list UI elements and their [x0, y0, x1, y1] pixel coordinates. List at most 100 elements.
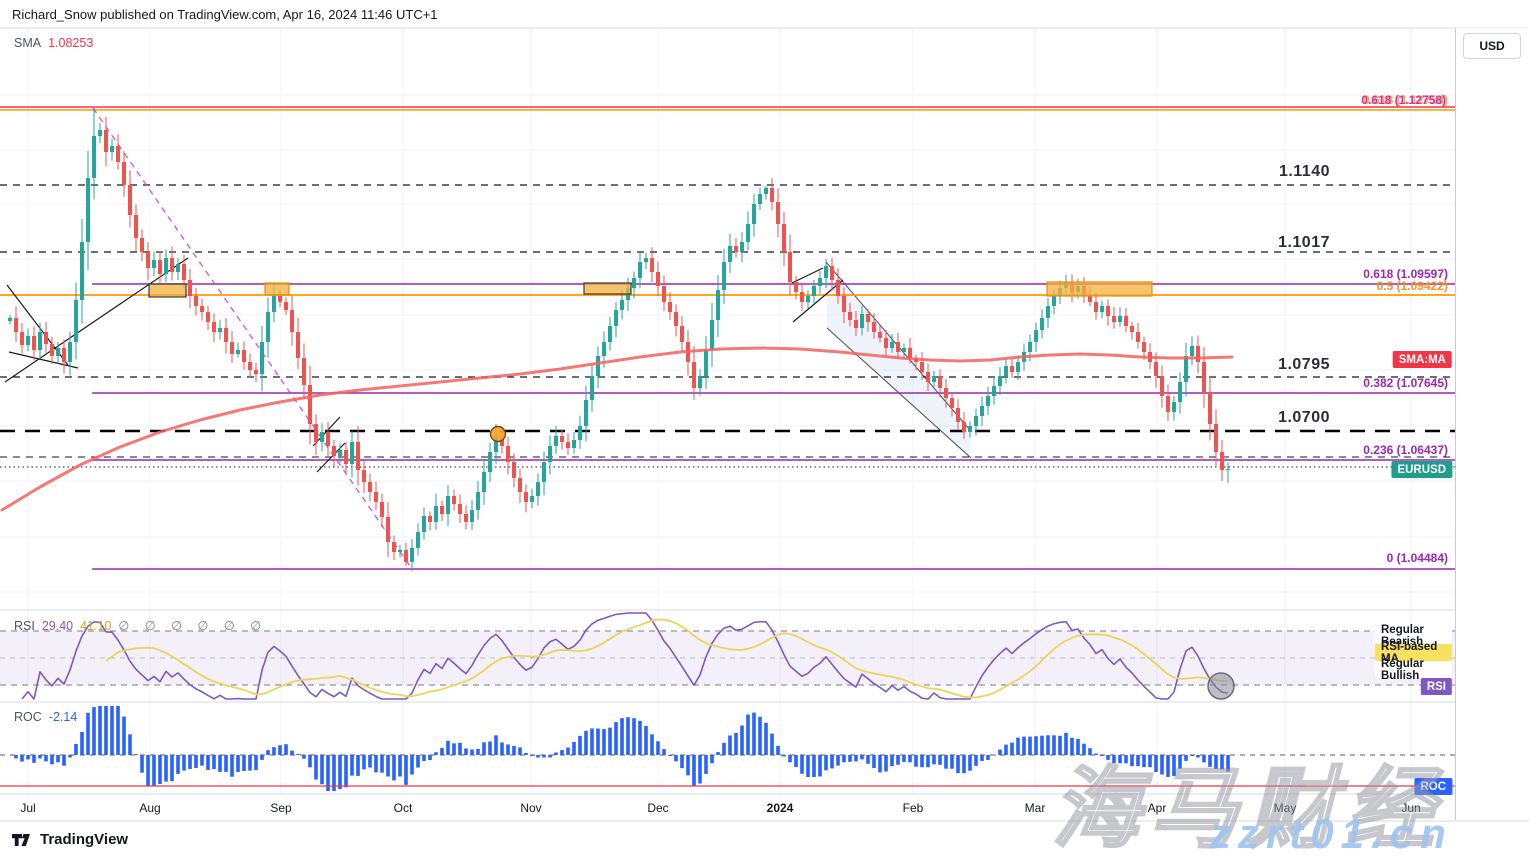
- roc-bar: [902, 755, 906, 762]
- roc-bar: [1094, 753, 1098, 755]
- candle-body: [638, 262, 642, 278]
- trendline-wedge-lower: [8, 351, 79, 369]
- roc-bar: [536, 755, 540, 758]
- roc-bar: [854, 755, 858, 762]
- roc-bar: [398, 755, 402, 777]
- roc-bar: [494, 735, 498, 755]
- circle-marker: [489, 425, 507, 443]
- candle-body: [728, 246, 732, 262]
- candle-body: [1088, 296, 1092, 302]
- time-axis-label[interactable]: Jun: [1401, 801, 1421, 815]
- roc-bar: [734, 732, 738, 755]
- roc-bar: [404, 755, 408, 785]
- fib-label: 0.5 (1.09422): [1376, 279, 1448, 293]
- candle-body: [680, 326, 684, 342]
- time-axis-label[interactable]: Feb: [902, 801, 924, 815]
- roc-bar: [1172, 755, 1176, 776]
- roc-bar: [992, 754, 996, 756]
- roc-bar: [524, 752, 528, 755]
- roc-bar: [242, 755, 246, 772]
- time-axis-label[interactable]: Oct: [393, 801, 413, 815]
- candle-body: [1016, 362, 1020, 372]
- time-axis-label[interactable]: Dec: [647, 801, 669, 815]
- roc-bar: [710, 755, 714, 764]
- roc-bar: [824, 755, 828, 771]
- rsi-legend[interactable]: RSI 29.40 41.10 ∅ ∅ ∅ ∅ ∅ ∅: [14, 618, 267, 634]
- candle-body: [344, 450, 348, 464]
- roc-bar: [914, 755, 918, 767]
- time-axis-label[interactable]: May: [1273, 801, 1297, 815]
- roc-bar: [746, 714, 750, 755]
- candle-body: [164, 258, 168, 274]
- price-axis[interactable]: [1455, 28, 1529, 820]
- roc-bar: [602, 729, 606, 755]
- roc-bar: [758, 716, 762, 755]
- roc-bar: [14, 755, 18, 759]
- candle-body: [818, 278, 822, 286]
- candle-body: [398, 550, 402, 552]
- flag-jan-upper: [791, 267, 824, 284]
- time-axis-label[interactable]: Apr: [1147, 801, 1167, 815]
- time-axis-label[interactable]: 2024: [766, 801, 794, 815]
- supply-zone-box: [583, 282, 632, 295]
- candle-body: [530, 496, 534, 502]
- sma-legend[interactable]: SMA 1.08253: [14, 36, 93, 50]
- candle-body: [392, 542, 396, 552]
- roc-bar: [662, 749, 666, 755]
- candle-body: [458, 504, 462, 514]
- roc-bar: [320, 755, 324, 785]
- roc-bar: [446, 740, 450, 755]
- roc-bar: [236, 755, 240, 772]
- time-axis-label[interactable]: Jul: [20, 801, 36, 815]
- candle-body: [152, 260, 156, 268]
- candle-body: [386, 517, 390, 542]
- fib-label: 0.382 (1.07645): [1363, 376, 1448, 390]
- roc-bar: [380, 755, 384, 773]
- time-axis-label[interactable]: Nov: [520, 801, 542, 815]
- roc-bar: [422, 755, 426, 762]
- roc-bar: [278, 745, 282, 755]
- roc-bar: [638, 720, 642, 755]
- candle-body: [170, 258, 174, 272]
- roc-bar: [200, 755, 204, 766]
- candle-body: [158, 260, 162, 274]
- supply-zone-box: [264, 282, 290, 296]
- time-axis-label[interactable]: Mar: [1024, 801, 1046, 815]
- candle-body: [872, 322, 876, 332]
- candle-body: [68, 342, 72, 362]
- currency-toggle-button[interactable]: USD: [1463, 33, 1521, 59]
- chip-eurusd: EURUSD: [1391, 461, 1452, 478]
- candle-body: [938, 376, 942, 388]
- time-axis-label[interactable]: Aug: [139, 801, 161, 815]
- candle-body: [1136, 332, 1140, 342]
- candle-body: [182, 264, 186, 280]
- time-axis-label[interactable]: Sep: [270, 801, 292, 815]
- candle-body: [1130, 326, 1134, 332]
- roc-bar: [1010, 742, 1014, 755]
- roc-bar: [338, 755, 342, 790]
- roc-bar: [122, 716, 126, 755]
- candle-body: [734, 246, 738, 252]
- roc-bar: [386, 755, 390, 777]
- roc-legend[interactable]: ROC -2.14: [14, 710, 77, 724]
- roc-bar: [1220, 755, 1224, 770]
- candle-body: [650, 258, 654, 272]
- candle-body: [296, 332, 300, 358]
- tradingview-brand[interactable]: TradingView: [12, 831, 128, 848]
- candle-body: [632, 278, 636, 288]
- roc-bar: [782, 755, 786, 757]
- roc-bar: [836, 755, 840, 766]
- candle-body: [962, 422, 966, 432]
- candle-body: [1160, 376, 1164, 396]
- roc-bar: [890, 755, 894, 767]
- candle-body: [656, 272, 660, 286]
- candle-body: [278, 296, 282, 302]
- candle-body: [362, 470, 366, 482]
- candle-body: [80, 242, 84, 300]
- roc-bar: [530, 755, 534, 757]
- candle-body: [422, 516, 426, 532]
- roc-bar: [896, 755, 900, 765]
- trendline-dashed-magenta: [92, 107, 411, 567]
